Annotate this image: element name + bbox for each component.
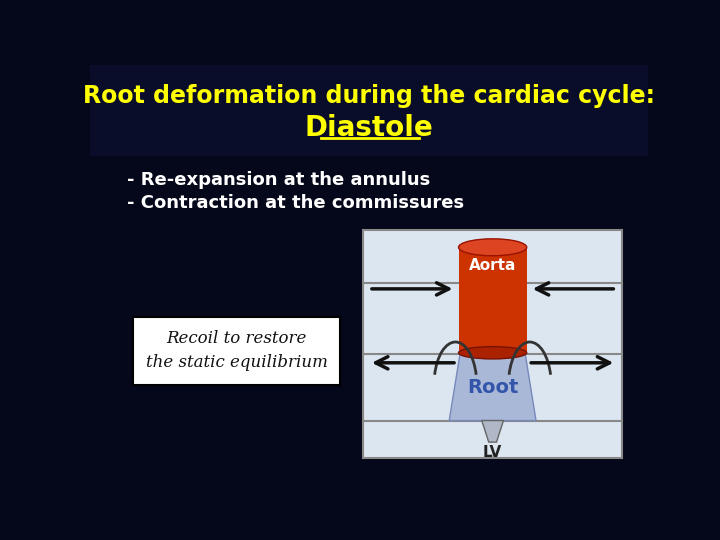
Polygon shape [449,354,536,421]
Text: Root deformation during the cardiac cycle:: Root deformation during the cardiac cycl… [83,84,655,107]
Text: - Re-expansion at the annulus: - Re-expansion at the annulus [127,171,431,190]
Text: Diastole: Diastole [305,114,433,142]
Bar [363,231,622,457]
Text: LV: LV [483,446,503,461]
Text: Root: Root [467,377,518,396]
Ellipse shape [459,347,527,359]
Text: Aorta: Aorta [469,258,516,273]
Text: - Contraction at the commissures: - Contraction at the commissures [127,194,464,212]
Bar [132,318,341,385]
Polygon shape [482,421,503,442]
Text: Recoil to restore: Recoil to restore [166,330,307,347]
Text: the static equilibrium: the static equilibrium [145,354,328,370]
Bar [459,246,527,354]
Bar [90,65,648,156]
Ellipse shape [459,239,527,256]
